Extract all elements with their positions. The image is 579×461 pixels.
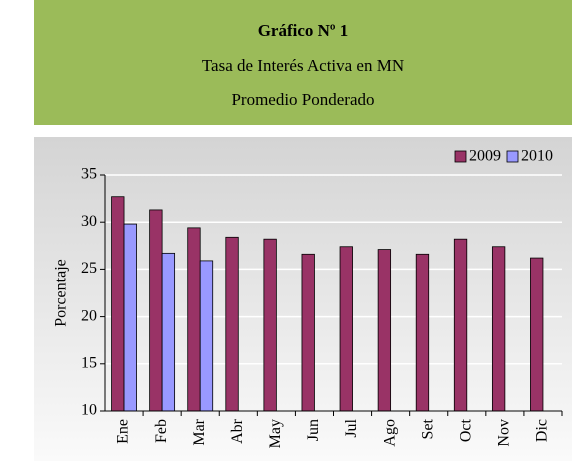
chart-subtitle: Tasa de Interés Activa en MN xyxy=(202,56,404,75)
chart-subtitle: Promedio Ponderado xyxy=(231,90,374,109)
x-tick-label: Feb xyxy=(153,419,170,443)
bar xyxy=(301,253,315,412)
y-tick-label: 30 xyxy=(81,213,97,230)
bar xyxy=(111,196,125,412)
x-tick-label: Abr xyxy=(229,418,246,444)
bar xyxy=(453,238,468,412)
chart-title: Gráfico Nº 1 xyxy=(258,21,349,40)
bar xyxy=(123,223,137,412)
bar xyxy=(263,238,277,412)
bar xyxy=(530,257,544,412)
x-tick-label: Ago xyxy=(381,419,398,447)
bar xyxy=(161,252,176,412)
x-tick-label: Nov xyxy=(496,419,513,447)
y-tick-label: 15 xyxy=(81,354,97,371)
x-tick-label: Jun xyxy=(305,419,322,441)
legend-label: 2009 xyxy=(469,148,501,165)
bar xyxy=(187,227,201,412)
bar xyxy=(225,236,239,412)
legend-swatch xyxy=(506,150,519,163)
bar xyxy=(415,253,430,412)
bar xyxy=(377,249,392,412)
bar xyxy=(491,246,506,412)
legend-label: 2010 xyxy=(521,148,553,165)
x-tick-label: Dic xyxy=(534,419,551,442)
legend-swatch xyxy=(454,150,467,163)
x-tick-label: Set xyxy=(419,418,436,439)
x-tick-label: Oct xyxy=(457,418,474,442)
bar xyxy=(339,246,353,412)
y-tick-label: 35 xyxy=(81,166,97,183)
x-tick-label: May xyxy=(267,419,284,448)
y-tick-label: 10 xyxy=(81,402,97,419)
x-tick-label: Jul xyxy=(343,418,360,437)
x-tick-label: Ene xyxy=(115,419,132,444)
x-tick-label: Mar xyxy=(191,418,208,445)
bar xyxy=(199,260,214,412)
y-axis-label: Porcentaje xyxy=(53,259,70,327)
header-box xyxy=(34,0,572,125)
y-tick-label: 20 xyxy=(81,307,97,324)
y-tick-label: 25 xyxy=(81,260,97,277)
bar xyxy=(149,209,163,412)
